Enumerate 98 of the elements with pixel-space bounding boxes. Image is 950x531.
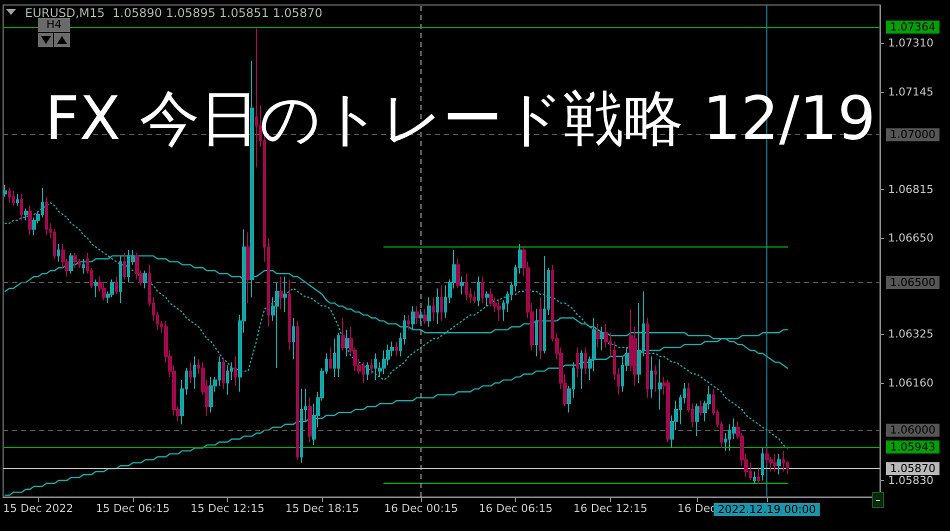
candlestick: [415, 306, 419, 324]
candlestick: [292, 317, 295, 360]
candlestick: [411, 306, 415, 330]
candlestick: [8, 187, 11, 204]
chart-subtitle: EURUSD,M15 1.05890 1.05895 1.05851 1.05870: [25, 6, 322, 20]
y-tick-label: 1.06325: [888, 328, 934, 341]
candlestick: [337, 332, 340, 378]
candlestick: [407, 314, 410, 330]
candlestick: [246, 232, 250, 304]
x-tick-label: 16 Dec 12:15: [573, 502, 648, 515]
candlestick: [308, 397, 312, 443]
candlestick: [773, 453, 777, 472]
candlestick: [646, 317, 649, 398]
candlestick: [473, 290, 476, 304]
candlestick: [432, 296, 435, 322]
candlestick: [189, 362, 192, 384]
candlestick: [209, 376, 213, 413]
candlestick: [485, 290, 489, 307]
y-tick-label: 1.06650: [888, 232, 934, 245]
x-tick-label: 15 Dec 2022: [2, 502, 74, 515]
candlestick: [427, 296, 431, 328]
candlestick: [535, 308, 538, 357]
candlestick: [300, 388, 303, 464]
y-tick-label: 1.07145: [888, 85, 934, 98]
candlestick: [234, 356, 237, 386]
candlestick: [436, 288, 439, 324]
candlestick: [12, 190, 15, 206]
y-tick-label: 1.07310: [888, 36, 934, 50]
candlestick: [440, 284, 443, 322]
candlestick: [20, 193, 23, 221]
candlestick: [596, 323, 600, 348]
candlestick: [45, 196, 48, 236]
candlestick: [24, 208, 28, 221]
candlestick: [753, 471, 756, 484]
candlestick: [283, 276, 287, 313]
candlestick: [477, 276, 480, 307]
candlestick: [57, 244, 60, 262]
candlestick: [777, 453, 781, 476]
candlestick: [255, 28, 258, 168]
candlestick: [288, 279, 291, 351]
candlestick: [650, 356, 653, 398]
candlestick: [82, 258, 85, 274]
ref-line-label: 1.06000: [890, 424, 936, 437]
annotation: H4: [38, 18, 70, 32]
candlestick: [761, 447, 764, 481]
x-tick-label: 16 Dec 06:15: [478, 502, 553, 515]
candlestick: [576, 346, 579, 378]
candlestick: [279, 276, 283, 310]
candlestick: [497, 300, 501, 322]
candlestick: [580, 350, 583, 390]
candlestick: [465, 273, 468, 301]
candlestick: [16, 193, 19, 206]
candlestick: [226, 364, 229, 396]
candlestick: [115, 276, 118, 295]
y-tick-label: 1.05830: [888, 474, 934, 487]
x-tick-label: 16 Dec 00:15: [384, 502, 458, 515]
candlestick: [456, 258, 460, 289]
candlestick: [275, 282, 279, 369]
candlestick: [3, 184, 7, 198]
candlestick: [366, 362, 369, 380]
candlestick: [782, 450, 785, 472]
candlestick: [222, 358, 225, 390]
candlestick: [600, 326, 604, 351]
ref-line-label: 1.05870: [890, 462, 936, 476]
x-tick-label: 15 Dec 12:15: [190, 502, 264, 515]
ref-line-label: 1.07000: [890, 128, 936, 142]
candlestick: [757, 468, 760, 484]
candlestick: [419, 308, 423, 324]
candlestick: [94, 279, 98, 298]
y-tick-label: 1.06815: [888, 182, 934, 196]
candlestick: [695, 403, 699, 437]
ref-line-label: 1.07364: [890, 20, 936, 34]
candlestick: [28, 205, 32, 236]
candlestick: [699, 400, 703, 416]
y-tick-label: 1.06160: [888, 376, 934, 390]
candlestick: [395, 341, 398, 357]
x-tick-label: 15 Dec 06:15: [96, 502, 170, 515]
candlestick: [296, 320, 299, 460]
candlestick: [345, 329, 349, 357]
x-tick-label: 15 Dec 18:15: [285, 502, 360, 515]
candlestick: [73, 252, 77, 268]
ref-line-label: 1.05943: [890, 440, 936, 454]
candlestick: [423, 308, 427, 324]
candlestick: [539, 296, 542, 360]
candlestick: [143, 270, 147, 289]
candlestick: [666, 379, 670, 443]
candlestick: [460, 276, 464, 295]
candlestick: [584, 346, 587, 375]
candlestick: [658, 358, 662, 410]
candlestick: [123, 252, 126, 280]
candlestick: [370, 358, 373, 375]
candlestick: [329, 346, 332, 369]
candlestick: [481, 276, 484, 304]
x-tick-label: 2022.12.19 00:00: [718, 503, 816, 516]
candlestick: [193, 356, 196, 390]
candlestick: [654, 364, 657, 392]
ref-line-label: 1.06500: [890, 276, 936, 289]
candlestick: [341, 317, 345, 351]
